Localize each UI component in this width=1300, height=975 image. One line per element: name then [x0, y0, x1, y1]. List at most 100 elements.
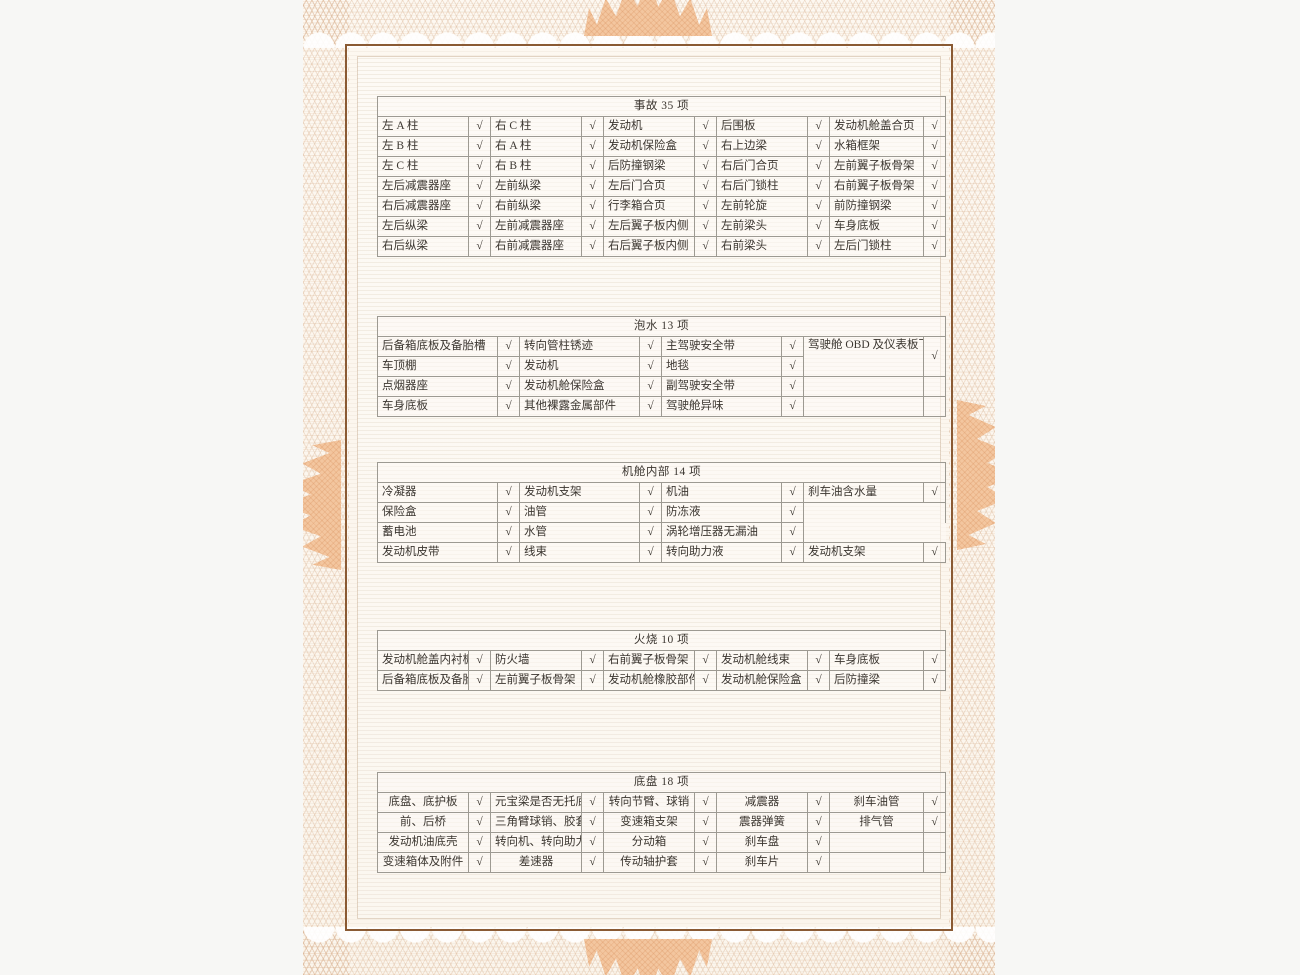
item-label-merged: 驾驶舱 OBD 及仪表板下部接头 — [803, 336, 924, 377]
guilloche-border-bottom — [303, 927, 995, 975]
item-check: √ — [922, 792, 947, 813]
item-label: 刹车片 — [716, 852, 808, 873]
item-label: 发动机皮带 — [377, 542, 498, 563]
item-label: 防冻液 — [661, 502, 782, 523]
item-check: √ — [581, 136, 604, 157]
item-label: 副驾驶安全带 — [661, 376, 782, 397]
item-label: 分动箱 — [603, 832, 695, 853]
table-row: 蓄电池 √ 水管 √ 涡轮增压器无漏油 √ — [377, 522, 946, 543]
item-label: 传动轴护套 — [603, 852, 695, 873]
item-label: 车身底板 — [377, 396, 498, 417]
item-label: 减震器 — [716, 792, 808, 813]
item-check: √ — [639, 376, 662, 397]
item-label: 发动机保险盒 — [603, 136, 695, 157]
item-check: √ — [639, 502, 662, 523]
item-check: √ — [807, 236, 830, 257]
section-accident: 事故 35 项左 A 柱 √ 右 C 柱 √ 发动机 √ 后围板 √ 发动机舱盖合页 √ 左 B 柱… — [376, 96, 947, 257]
item-label: 右后门锁柱 — [716, 176, 808, 197]
guilloche-border-right — [949, 0, 995, 975]
item-check: √ — [781, 356, 804, 377]
table-row: 发动机油底壳√转向机、转向助力泵√分动箱√刹车盘√ — [377, 832, 947, 853]
item-label: 发动机舱盖合页 — [829, 116, 924, 137]
item-label: 防火墙 — [490, 650, 582, 671]
item-label: 元宝梁是否无托底变形 — [490, 792, 582, 813]
item-check: √ — [468, 650, 491, 671]
item-label: 后围板 — [716, 116, 808, 137]
item-check: √ — [922, 236, 947, 257]
item-check: √ — [468, 812, 491, 833]
item-label: 发动机舱保险盒 — [716, 670, 808, 691]
table-row: 保险盒 √ 油管 √ 防冻液 √ — [377, 502, 946, 523]
table-title: 泡水 13 项 — [377, 316, 946, 337]
item-check: √ — [694, 832, 717, 853]
table-title: 火烧 10 项 — [376, 630, 947, 651]
item-label — [803, 376, 924, 397]
item-check: √ — [694, 670, 717, 691]
item-label: 发动机油底壳 — [377, 832, 469, 853]
item-label: 车身底板 — [829, 216, 924, 237]
rosette-ornament-right — [957, 400, 995, 550]
item-label: 刹车盘 — [716, 832, 808, 853]
item-label: 左后减震器座 — [377, 176, 469, 197]
item-label: 发动机支架 — [519, 482, 640, 503]
item-label: 发动机舱盖内衬板 — [377, 650, 469, 671]
item-check: √ — [694, 812, 717, 833]
item-check: √ — [807, 136, 830, 157]
item-check: √ — [781, 542, 804, 563]
table-row: 后备箱底板及备胎槽√左前翼子板骨架√发动机舱橡胶部件√发动机舱保险盒√后防撞梁√ — [377, 670, 947, 691]
table-row: 左 C 柱 √ 右 B 柱 √ 后防撞钢梁 √ 右后门合页 √ 左前翼子板骨架 √ — [377, 156, 947, 177]
item-check: √ — [781, 376, 804, 397]
item-check: √ — [781, 336, 804, 357]
item-label: 左后门锁柱 — [829, 236, 924, 257]
section-chassis: 底盘 18 项底盘、底护板√元宝梁是否无托底变形√转向节臂、球销√减震器√刹车油… — [376, 772, 947, 873]
item-label: 右后减震器座 — [377, 196, 469, 217]
item-label: 左前减震器座 — [490, 216, 582, 237]
item-check: √ — [468, 156, 491, 177]
section-flood: 泡水 13 项后备箱底板及备胎槽 √ 转向管柱锈迹 √ 主驾驶安全带 √ 驾驶舱 OBD 及… — [377, 316, 946, 417]
item-label: 转向机、转向助力泵 — [490, 832, 582, 853]
scallop-wave-bottom — [303, 927, 995, 957]
item-label: 后备箱底板及备胎槽 — [377, 670, 469, 691]
item-label: 车顶棚 — [377, 356, 498, 377]
item-label: 右前翼子板骨架 — [829, 176, 924, 197]
item-check: √ — [694, 156, 717, 177]
item-check-merged: √ — [923, 336, 946, 377]
item-label: 左后纵梁 — [377, 216, 469, 237]
item-label: 左前纵梁 — [490, 176, 582, 197]
item-check: √ — [807, 116, 830, 137]
table-accident: 事故 35 项左 A 柱 √ 右 C 柱 √ 发动机 √ 后围板 √ 发动机舱盖合页 √ 左 B 柱… — [376, 96, 947, 257]
item-check: √ — [807, 792, 830, 813]
item-check: √ — [807, 216, 830, 237]
item-check: √ — [497, 522, 520, 543]
item-label: 左前翼子板骨架 — [829, 156, 924, 177]
table-header-row: 机舱内部 14 项 — [377, 462, 946, 483]
item-label: 左后翼子板内侧 — [603, 216, 695, 237]
table-row: 发动机皮带 √ 线束 √ 转向助力液 √ 发动机支架 √ — [377, 542, 946, 563]
item-label: 右前纵梁 — [490, 196, 582, 217]
item-label: 右前梁头 — [716, 236, 808, 257]
item-label: 后防撞梁 — [829, 670, 924, 691]
table-row: 底盘、底护板√元宝梁是否无托底变形√转向节臂、球销√减震器√刹车油管√ — [377, 792, 947, 813]
table-flood: 泡水 13 项后备箱底板及备胎槽 √ 转向管柱锈迹 √ 主驾驶安全带 √ 驾驶舱 OBD 及… — [377, 316, 946, 417]
item-check: √ — [639, 356, 662, 377]
item-label: 右后门合页 — [716, 156, 808, 177]
table-row: 右后纵梁 √ 右前减震器座 √ 右后翼子板内侧 √ 右前梁头 √ 左后门锁柱 √ — [377, 236, 947, 257]
item-check: √ — [694, 650, 717, 671]
table-row: 发动机舱盖内衬板 √ 防火墙 √ 右前翼子板骨架 √ 发动机舱线束 √ 车身底板 √ — [377, 650, 947, 671]
item-check: √ — [922, 812, 947, 833]
item-label: 前、后桥 — [377, 812, 469, 833]
item-check: √ — [694, 236, 717, 257]
item-label: 左前梁头 — [716, 216, 808, 237]
item-check: √ — [581, 650, 604, 671]
item-label: 右 A 柱 — [490, 136, 582, 157]
guilloche-border-top — [303, 0, 995, 48]
item-label: 蓄电池 — [377, 522, 498, 543]
item-label: 左 A 柱 — [377, 116, 469, 137]
item-label: 驾驶舱异味 — [661, 396, 782, 417]
item-label: 发动机 — [603, 116, 695, 137]
item-check: √ — [468, 792, 491, 813]
item-label — [829, 852, 924, 873]
item-label: 左 C 柱 — [377, 156, 469, 177]
item-check: √ — [468, 236, 491, 257]
